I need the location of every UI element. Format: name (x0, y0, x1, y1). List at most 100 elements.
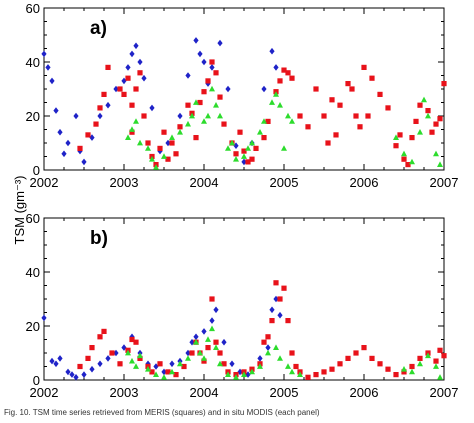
data-point-triangle (273, 344, 279, 350)
data-point-diamond (149, 104, 155, 112)
data-point-square (205, 345, 211, 351)
data-point-triangle (129, 126, 135, 132)
data-point-square (185, 102, 191, 108)
data-point-diamond (137, 58, 143, 66)
data-point-square (173, 372, 179, 378)
data-point-triangle (437, 374, 443, 380)
data-point-square (253, 145, 259, 151)
x-tick-label: 2002 (30, 385, 59, 400)
y-axis-label: TSM (gm⁻³) (12, 176, 27, 245)
data-point-square (409, 363, 415, 370)
data-point-square (369, 355, 375, 361)
x-tick-label: 2005 (270, 385, 299, 400)
data-point-square (305, 124, 311, 130)
data-point-triangle (177, 129, 183, 135)
data-point-square (305, 374, 311, 380)
data-point-square (321, 113, 327, 119)
data-point-diamond (145, 360, 151, 368)
figure-caption: Fig. 10. TSM time series retrieved from … (4, 408, 320, 417)
data-point-square (209, 296, 215, 302)
data-point-diamond (237, 368, 243, 376)
data-point-square (433, 358, 439, 364)
data-point-square (289, 350, 295, 356)
data-point-square (201, 358, 207, 364)
y-tick-label: 60 (26, 1, 40, 16)
x-tick-label: 2006 (350, 385, 379, 400)
data-point-diamond (153, 363, 159, 370)
data-point-diamond (265, 344, 271, 351)
data-point-square (433, 121, 439, 127)
data-point-triangle (161, 374, 167, 380)
data-point-triangle (153, 371, 159, 377)
x-tick-label: 2004 (190, 385, 219, 400)
data-point-triangle (133, 363, 139, 369)
data-point-square (437, 116, 443, 122)
data-point-square (437, 347, 443, 353)
data-point-square (357, 124, 363, 130)
data-point-diamond (141, 74, 147, 82)
data-point-square (125, 75, 131, 81)
data-point-diamond (197, 50, 203, 58)
data-point-diamond (73, 374, 79, 381)
data-point-square (213, 339, 219, 345)
data-point-diamond (49, 357, 55, 365)
y-tick-label: 20 (26, 109, 40, 124)
data-point-square (265, 334, 271, 340)
data-point-square (313, 372, 319, 378)
data-point-triangle (129, 357, 135, 364)
data-point-diamond (273, 64, 279, 71)
data-point-diamond (185, 349, 191, 357)
data-point-diamond (277, 311, 283, 319)
data-point-square (129, 336, 135, 343)
data-point-triangle (233, 374, 239, 380)
data-point-diamond (189, 338, 195, 346)
data-point-square (241, 148, 247, 154)
data-point-square (337, 102, 343, 108)
data-point-diamond (89, 134, 95, 141)
data-point-triangle (417, 360, 423, 367)
data-point-triangle (137, 139, 143, 146)
data-point-square (353, 350, 359, 356)
data-point-square (133, 339, 139, 345)
data-point-diamond (105, 101, 111, 109)
x-tick-label: 2003 (110, 385, 139, 400)
data-point-diamond (221, 338, 227, 346)
data-point-triangle (257, 129, 263, 135)
data-point-diamond (125, 64, 131, 71)
data-point-square (365, 113, 371, 119)
data-point-square (385, 105, 391, 111)
y-tick-label: 0 (33, 163, 40, 178)
data-point-diamond (53, 360, 59, 368)
data-point-square (109, 350, 115, 356)
data-point-square (353, 113, 359, 119)
data-point-square (189, 350, 195, 356)
data-point-square (297, 113, 303, 119)
data-point-triangle (145, 366, 151, 372)
data-point-diamond (133, 42, 139, 50)
data-point-triangle (213, 102, 219, 108)
data-point-square (329, 366, 335, 372)
data-point-square (85, 355, 91, 361)
data-point-diamond (53, 107, 59, 114)
x-tick-label: 2007 (430, 385, 459, 400)
data-point-diamond (241, 158, 247, 166)
data-point-square (361, 64, 367, 70)
data-point-triangle (217, 112, 223, 119)
data-point-square (85, 132, 91, 138)
data-point-triangle (281, 145, 287, 151)
data-point-square (137, 355, 143, 361)
data-point-triangle (277, 102, 283, 108)
data-point-square (417, 102, 423, 108)
data-point-square (409, 135, 415, 141)
data-point-diamond (45, 64, 51, 71)
data-point-triangle (169, 134, 175, 140)
data-point-triangle (189, 112, 195, 119)
data-point-square (165, 369, 171, 375)
data-point-diamond (113, 85, 119, 93)
data-point-triangle (245, 145, 251, 151)
data-point-triangle (401, 150, 407, 157)
data-point-diamond (269, 306, 275, 314)
data-point-square (101, 91, 107, 97)
data-point-square (161, 129, 167, 135)
